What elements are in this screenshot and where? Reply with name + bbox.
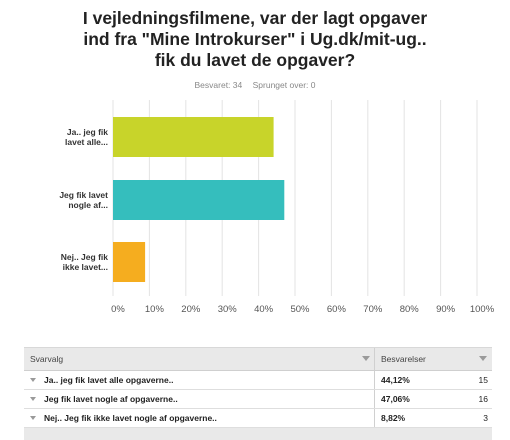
column-divider [374,371,375,389]
table-header: Svarvalg Besvarelser [24,347,492,371]
expand-caret-icon[interactable] [30,416,36,420]
x-tick-label: 80% [400,304,420,315]
y-category-label-line: lavet alle... [65,137,108,147]
chart-title: I vejledningsfilmene, var der lagt opgav… [0,8,510,71]
x-tick-label: 100% [470,304,495,315]
table-body: Ja.. jeg fik lavet alle opgaverne.. 44,12… [24,371,492,428]
bar [113,117,274,157]
skipped-count: Sprunget over: 0 [252,80,316,90]
x-tick-label: 70% [363,304,383,315]
title-line-1: I vejledningsfilmene, var der lagt opgav… [82,8,428,28]
row-percent: 47,06% [381,394,410,404]
x-tick-label: 40% [254,304,274,315]
answered-count: Besvaret: 34 [194,80,243,90]
x-tick-label: 0% [111,304,125,315]
y-category-label-line: Ja.. jeg fik [66,127,108,137]
expand-caret-icon[interactable] [30,378,36,382]
y-category-label: Jeg fik lavet nogle af... [38,190,108,210]
table-footer [24,428,492,440]
bar [113,180,285,220]
bar-chart: 0% 10% 20% 30% 40% 50% 60% 70% 80% 90% 100% [111,100,495,315]
y-category-label-line: ikke lavet... [62,262,108,272]
row-count: 15 [478,375,488,385]
column-divider [374,409,375,427]
y-category-label-line: Jeg fik lavet [59,190,108,200]
header-choice[interactable]: Svarvalg [30,354,64,364]
row-percent: 8,82% [381,413,406,423]
row-count: 3 [483,413,488,423]
bar [113,242,146,282]
x-tick-label: 10% [145,304,165,315]
x-tick-label: 20% [181,304,201,315]
sort-responses-icon[interactable] [479,356,487,361]
row-count: 16 [478,394,488,404]
expand-caret-icon[interactable] [30,397,36,401]
results-table: Svarvalg Besvarelser Ja.. jeg fik lavet … [24,347,492,440]
y-category-label-line: Nej.. Jeg fik [60,252,108,262]
x-tick-label: 50% [290,304,310,315]
header-responses[interactable]: Besvarelser [381,354,426,364]
table-row[interactable]: Jeg fik lavet nogle af opgaverne.. 47,06%… [24,390,492,409]
response-meta: Besvaret: 34 Sprunget over: 0 [0,80,510,90]
table-row[interactable]: Nej.. Jeg fik ikke lavet nogle af opgave… [24,409,492,428]
row-label: Ja.. jeg fik lavet alle opgaverne.. [44,375,174,385]
y-category-label: Nej.. Jeg fik ikke lavet... [38,252,108,272]
y-category-label-line: nogle af... [68,200,108,210]
column-divider [374,390,375,408]
row-label: Nej.. Jeg fik ikke lavet nogle af opgave… [44,413,217,423]
title-line-3: fik du lavet de opgaver? [154,50,356,70]
table-row[interactable]: Ja.. jeg fik lavet alle opgaverne.. 44,12… [24,371,492,390]
x-tick-label: 30% [218,304,238,315]
x-tick-label: 60% [327,304,347,315]
x-tick-label: 90% [436,304,456,315]
column-divider [374,348,375,370]
row-label: Jeg fik lavet nogle af opgaverne.. [44,394,178,404]
y-category-label: Ja.. jeg fik lavet alle... [38,127,108,147]
row-percent: 44,12% [381,375,410,385]
sort-choice-icon[interactable] [362,356,370,361]
title-line-2: ind fra "Mine Introkurser" i Ug.dk/mit-u… [83,29,427,49]
